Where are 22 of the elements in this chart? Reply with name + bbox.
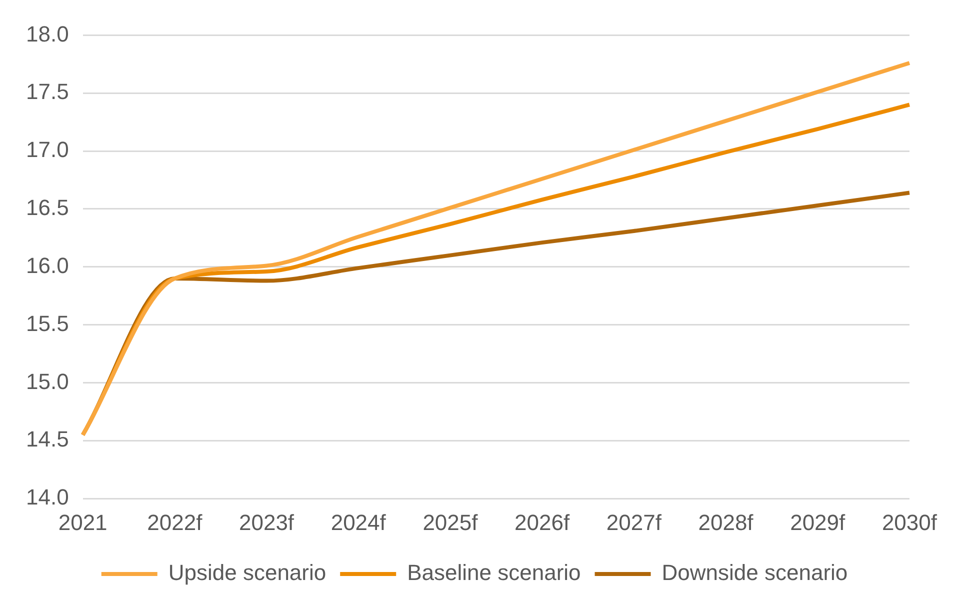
- x-tick-label: 2030f: [882, 510, 938, 535]
- x-tick-label: 2025f: [422, 510, 479, 535]
- y-tick-label: 17.0: [26, 137, 69, 162]
- y-tick-label: 14.5: [26, 426, 69, 452]
- y-tick-label: 17.5: [26, 79, 69, 104]
- legend-label: Baseline scenario: [407, 560, 581, 586]
- x-tick-label: 2029f: [790, 510, 846, 535]
- y-tick-label: 15.5: [26, 310, 69, 336]
- x-tick-label: 2024f: [330, 510, 387, 535]
- x-tick-label: 2022f: [147, 510, 204, 535]
- x-tick-label: 2023f: [238, 510, 295, 535]
- legend-label: Downside scenario: [662, 560, 848, 586]
- legend-label: Upside scenario: [168, 560, 326, 586]
- x-tick-label: 2028f: [698, 510, 754, 535]
- y-tick-label: 14.0: [26, 484, 69, 510]
- x-tick-label: 2021: [58, 510, 108, 535]
- y-tick-label: 18.0: [26, 21, 69, 46]
- y-tick-label: 15.0: [26, 368, 69, 394]
- y-tick-label: 16.0: [26, 252, 69, 278]
- x-tick-label: 2027f: [606, 510, 662, 535]
- x-tick-label: 2026f: [514, 510, 570, 535]
- y-tick-label: 16.5: [26, 195, 69, 220]
